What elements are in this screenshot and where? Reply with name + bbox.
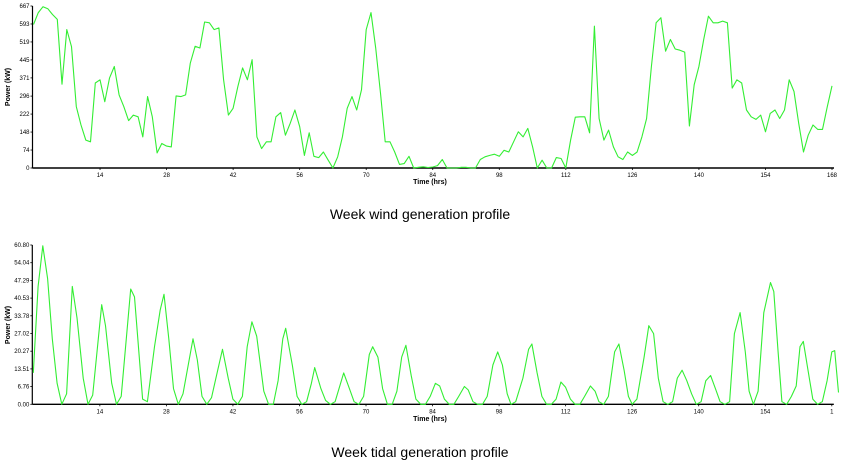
x-tick-label: 112 <box>561 173 571 179</box>
y-tick-label: 27.02 <box>14 332 30 338</box>
y-tick-label: 54.04 <box>14 261 30 267</box>
x-tick-label: 168 <box>827 173 838 179</box>
y-tick-label: 13.51 <box>14 367 30 373</box>
x-tick-label: 154 <box>760 173 771 179</box>
x-tick-label: 98 <box>496 409 503 415</box>
x-tick-label: 98 <box>496 173 503 179</box>
x-tick-label: 1 <box>830 409 834 415</box>
y-tick-label: 222 <box>19 112 30 118</box>
x-tick-label: 56 <box>296 173 303 179</box>
y-tick-label: 519 <box>19 40 30 46</box>
x-tick-label: 42 <box>230 409 237 415</box>
y-tick-label: 33.78 <box>14 314 30 320</box>
y-tick-label: 296 <box>19 94 30 100</box>
series-line <box>32 245 840 405</box>
series-line <box>32 6 833 169</box>
x-tick-label: 28 <box>163 173 170 179</box>
y-axis-title: Power (kW) <box>5 306 12 344</box>
x-tick-label: 154 <box>760 409 771 415</box>
y-tick-label: 6.76 <box>18 385 30 391</box>
x-tick-label: 140 <box>694 173 705 179</box>
x-tick-label: 84 <box>429 409 436 415</box>
y-tick-label: 593 <box>19 22 30 28</box>
y-tick-label: 148 <box>19 130 30 136</box>
x-tick-label: 126 <box>627 409 638 415</box>
x-axis-title: Time (hrs) <box>413 179 447 186</box>
chart-caption: Week wind generation profile <box>330 206 511 222</box>
y-tick-label: 0.00 <box>18 402 30 408</box>
y-tick-label: 445 <box>19 58 30 64</box>
x-tick-label: 70 <box>363 173 370 179</box>
x-tick-label: 56 <box>296 409 303 415</box>
y-tick-label: 60.80 <box>14 243 30 249</box>
x-tick-label: 84 <box>429 173 436 179</box>
y-tick-label: 74 <box>23 148 30 154</box>
y-tick-label: 40.53 <box>14 296 30 302</box>
y-tick-label: 667 <box>19 4 30 10</box>
x-tick-label: 140 <box>694 409 705 415</box>
y-axis-title: Power (kW) <box>5 68 12 106</box>
x-tick-label: 14 <box>97 173 104 179</box>
y-tick-label: 47.29 <box>14 278 30 284</box>
tidal-chart: 0.00 6.76 13.51 20.27 27.02 33.78 40.53 47.29 54… <box>5 243 840 460</box>
x-tick-label: 70 <box>363 409 370 415</box>
chart-caption: Week tidal generation profile <box>331 444 508 460</box>
x-tick-label: 42 <box>230 173 237 179</box>
y-tick-label: 0 <box>26 166 30 172</box>
x-tick-label: 28 <box>163 409 170 415</box>
y-tick-label: 371 <box>19 76 30 82</box>
x-tick-label: 126 <box>627 173 638 179</box>
y-tick-label: 20.27 <box>14 349 30 355</box>
x-tick-label: 14 <box>96 409 103 415</box>
x-axis-title: Time (hrs) <box>413 416 447 423</box>
wind-chart: 0 74 148 222 296 371 445 519 593 667 14 28 42 56 70 84 9… <box>5 4 838 222</box>
x-tick-label: 112 <box>561 409 571 415</box>
